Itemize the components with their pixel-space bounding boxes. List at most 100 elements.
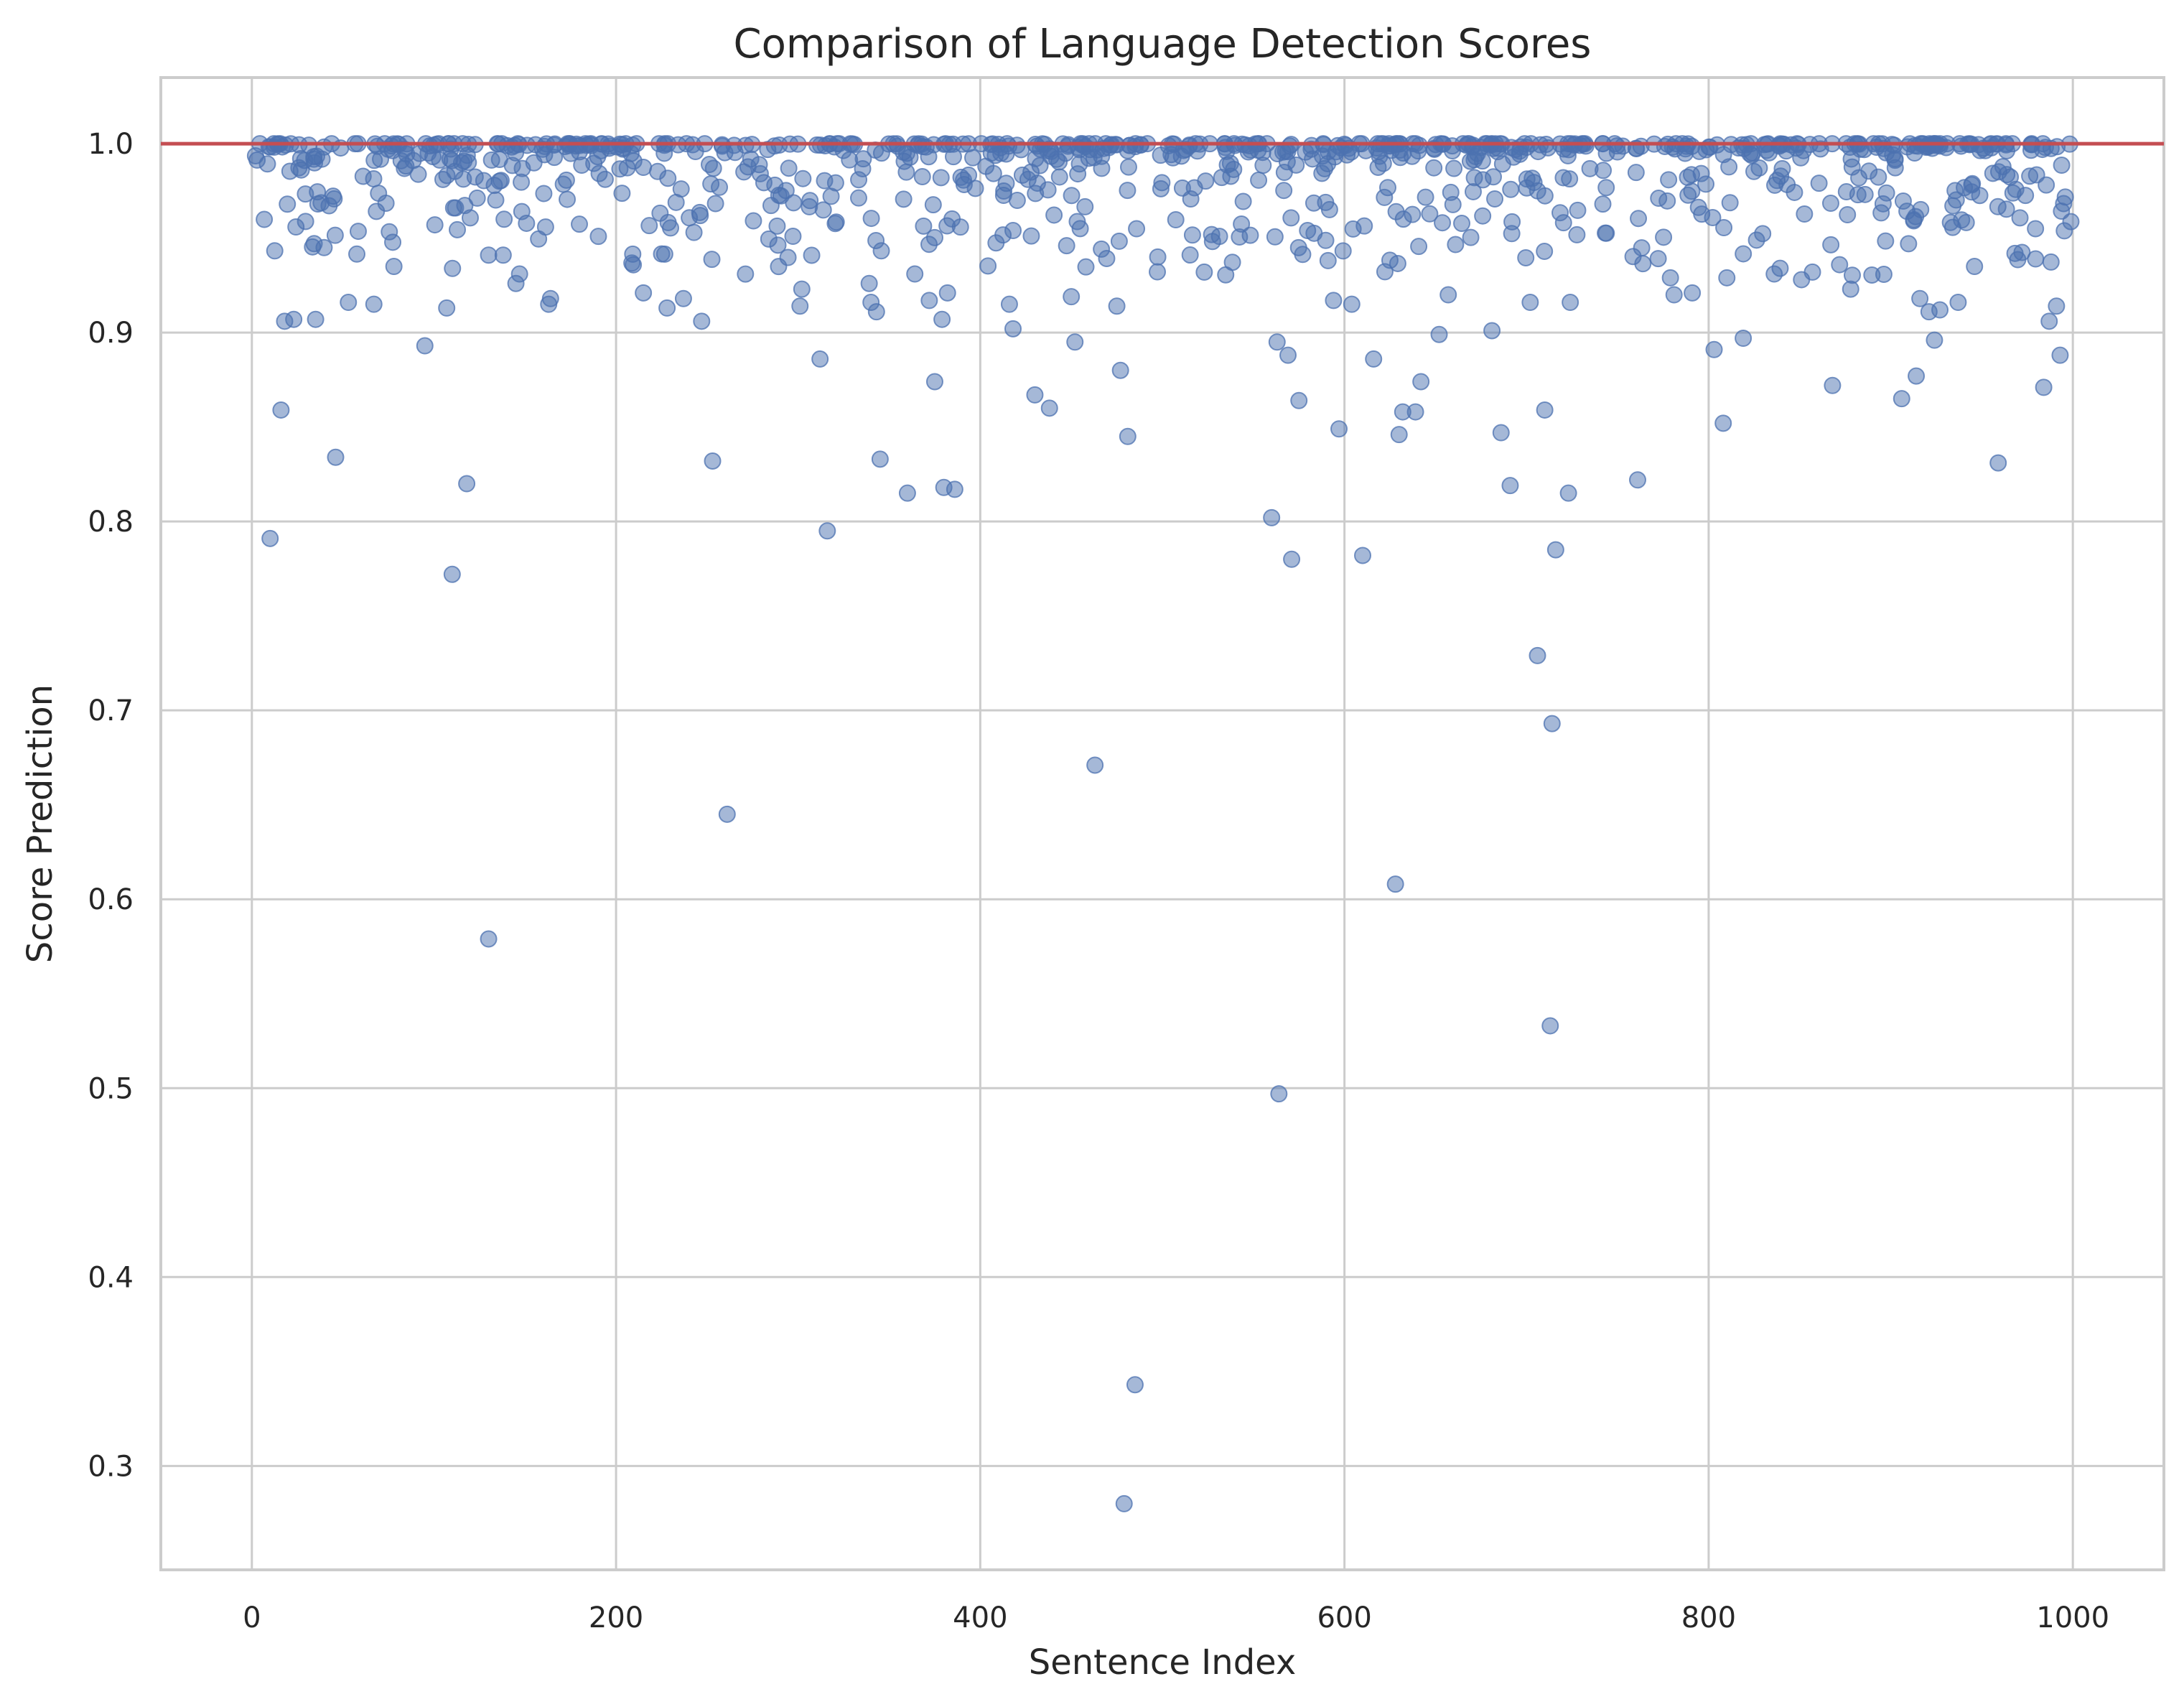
data-point [1926,331,1943,349]
data-point [1714,414,1732,432]
data-point [1714,146,1732,164]
data-point [438,299,456,317]
data-point [571,215,589,233]
data-point [1425,159,1443,177]
data-point [1195,263,1213,281]
data-point [348,245,366,263]
data-point [674,289,692,307]
data-point [862,210,880,228]
data-point [416,337,434,355]
data-point [354,167,372,185]
data-point [1119,158,1137,176]
data-point [1376,188,1394,206]
data-point [589,228,607,246]
data-point [794,169,812,187]
data-point [1381,251,1399,269]
data-point [480,246,498,264]
data-point [803,246,821,264]
data-point [1656,137,1674,155]
data-point [1689,198,1707,216]
data-point [658,299,676,317]
data-point [766,176,784,194]
data-point [1275,164,1293,182]
data-point [906,265,924,283]
data-point [370,185,388,203]
data-point [554,175,572,193]
data-point [622,144,640,162]
data-point [1597,179,1615,197]
data-point [702,175,720,193]
data-point [1841,139,1859,157]
data-point [966,180,984,197]
data-point [1050,168,1068,186]
data-point [1058,237,1075,255]
x-axis-label: Sentence Index [1029,1642,1297,1683]
data-point [635,284,653,302]
data-point [2048,297,2066,315]
data-point [1223,254,1241,271]
y-tick-label: 0.9 [88,317,134,350]
data-point [492,172,510,190]
data-point [1679,186,1697,204]
data-point [1949,294,1967,312]
data-point [995,182,1013,200]
data-point [867,231,885,249]
data-point [780,159,798,177]
data-point [1119,427,1137,445]
data-point [1931,301,1949,319]
data-point [1282,209,1300,227]
data-point [1234,192,1252,210]
data-point [1518,179,1536,197]
data-point [368,203,386,220]
data-point [1721,194,1739,212]
data-point [1743,144,1761,162]
data-point [1162,146,1180,164]
data-point [1911,289,1929,307]
data-point [2017,187,2035,205]
data-point [256,210,274,228]
data-point [1121,136,1139,154]
data-point [895,143,913,161]
data-point [1279,346,1297,364]
data-point [1735,329,1753,347]
data-point [1715,219,1733,237]
data-point [1502,180,1520,198]
data-point [1462,228,1480,246]
data-point [1704,208,1722,226]
data-point [1417,188,1434,206]
data-point [2035,378,2053,396]
data-point [1045,206,1063,224]
data-point [785,194,803,212]
data-point [737,265,755,283]
data-point [1354,546,1371,564]
data-point [1551,204,1569,222]
data-point [1334,242,1352,260]
data-point [297,213,314,231]
data-point [1944,197,1962,215]
data-point [913,168,931,186]
data-point [567,137,585,155]
data-point [536,218,554,236]
data-point [1546,541,1564,559]
data-point [541,289,559,307]
data-point [1263,508,1281,526]
data-point [1658,192,1676,210]
data-point [1796,205,1814,223]
data-point [1554,169,1572,187]
data-point [1628,471,1646,489]
data-point [274,138,291,156]
data-point [1483,322,1501,340]
data-point [977,157,995,175]
data-point [1126,1376,1144,1394]
data-point [1231,228,1249,246]
data-point [651,204,669,222]
data-point [1655,228,1673,246]
data-point [1735,245,1753,263]
data-point [1874,195,1892,213]
data-point [938,284,956,302]
data-point [1404,205,1422,223]
data-point [1412,373,1430,391]
data-point [1893,390,1910,408]
data-point [1026,386,1044,404]
data-point [1912,200,1930,218]
